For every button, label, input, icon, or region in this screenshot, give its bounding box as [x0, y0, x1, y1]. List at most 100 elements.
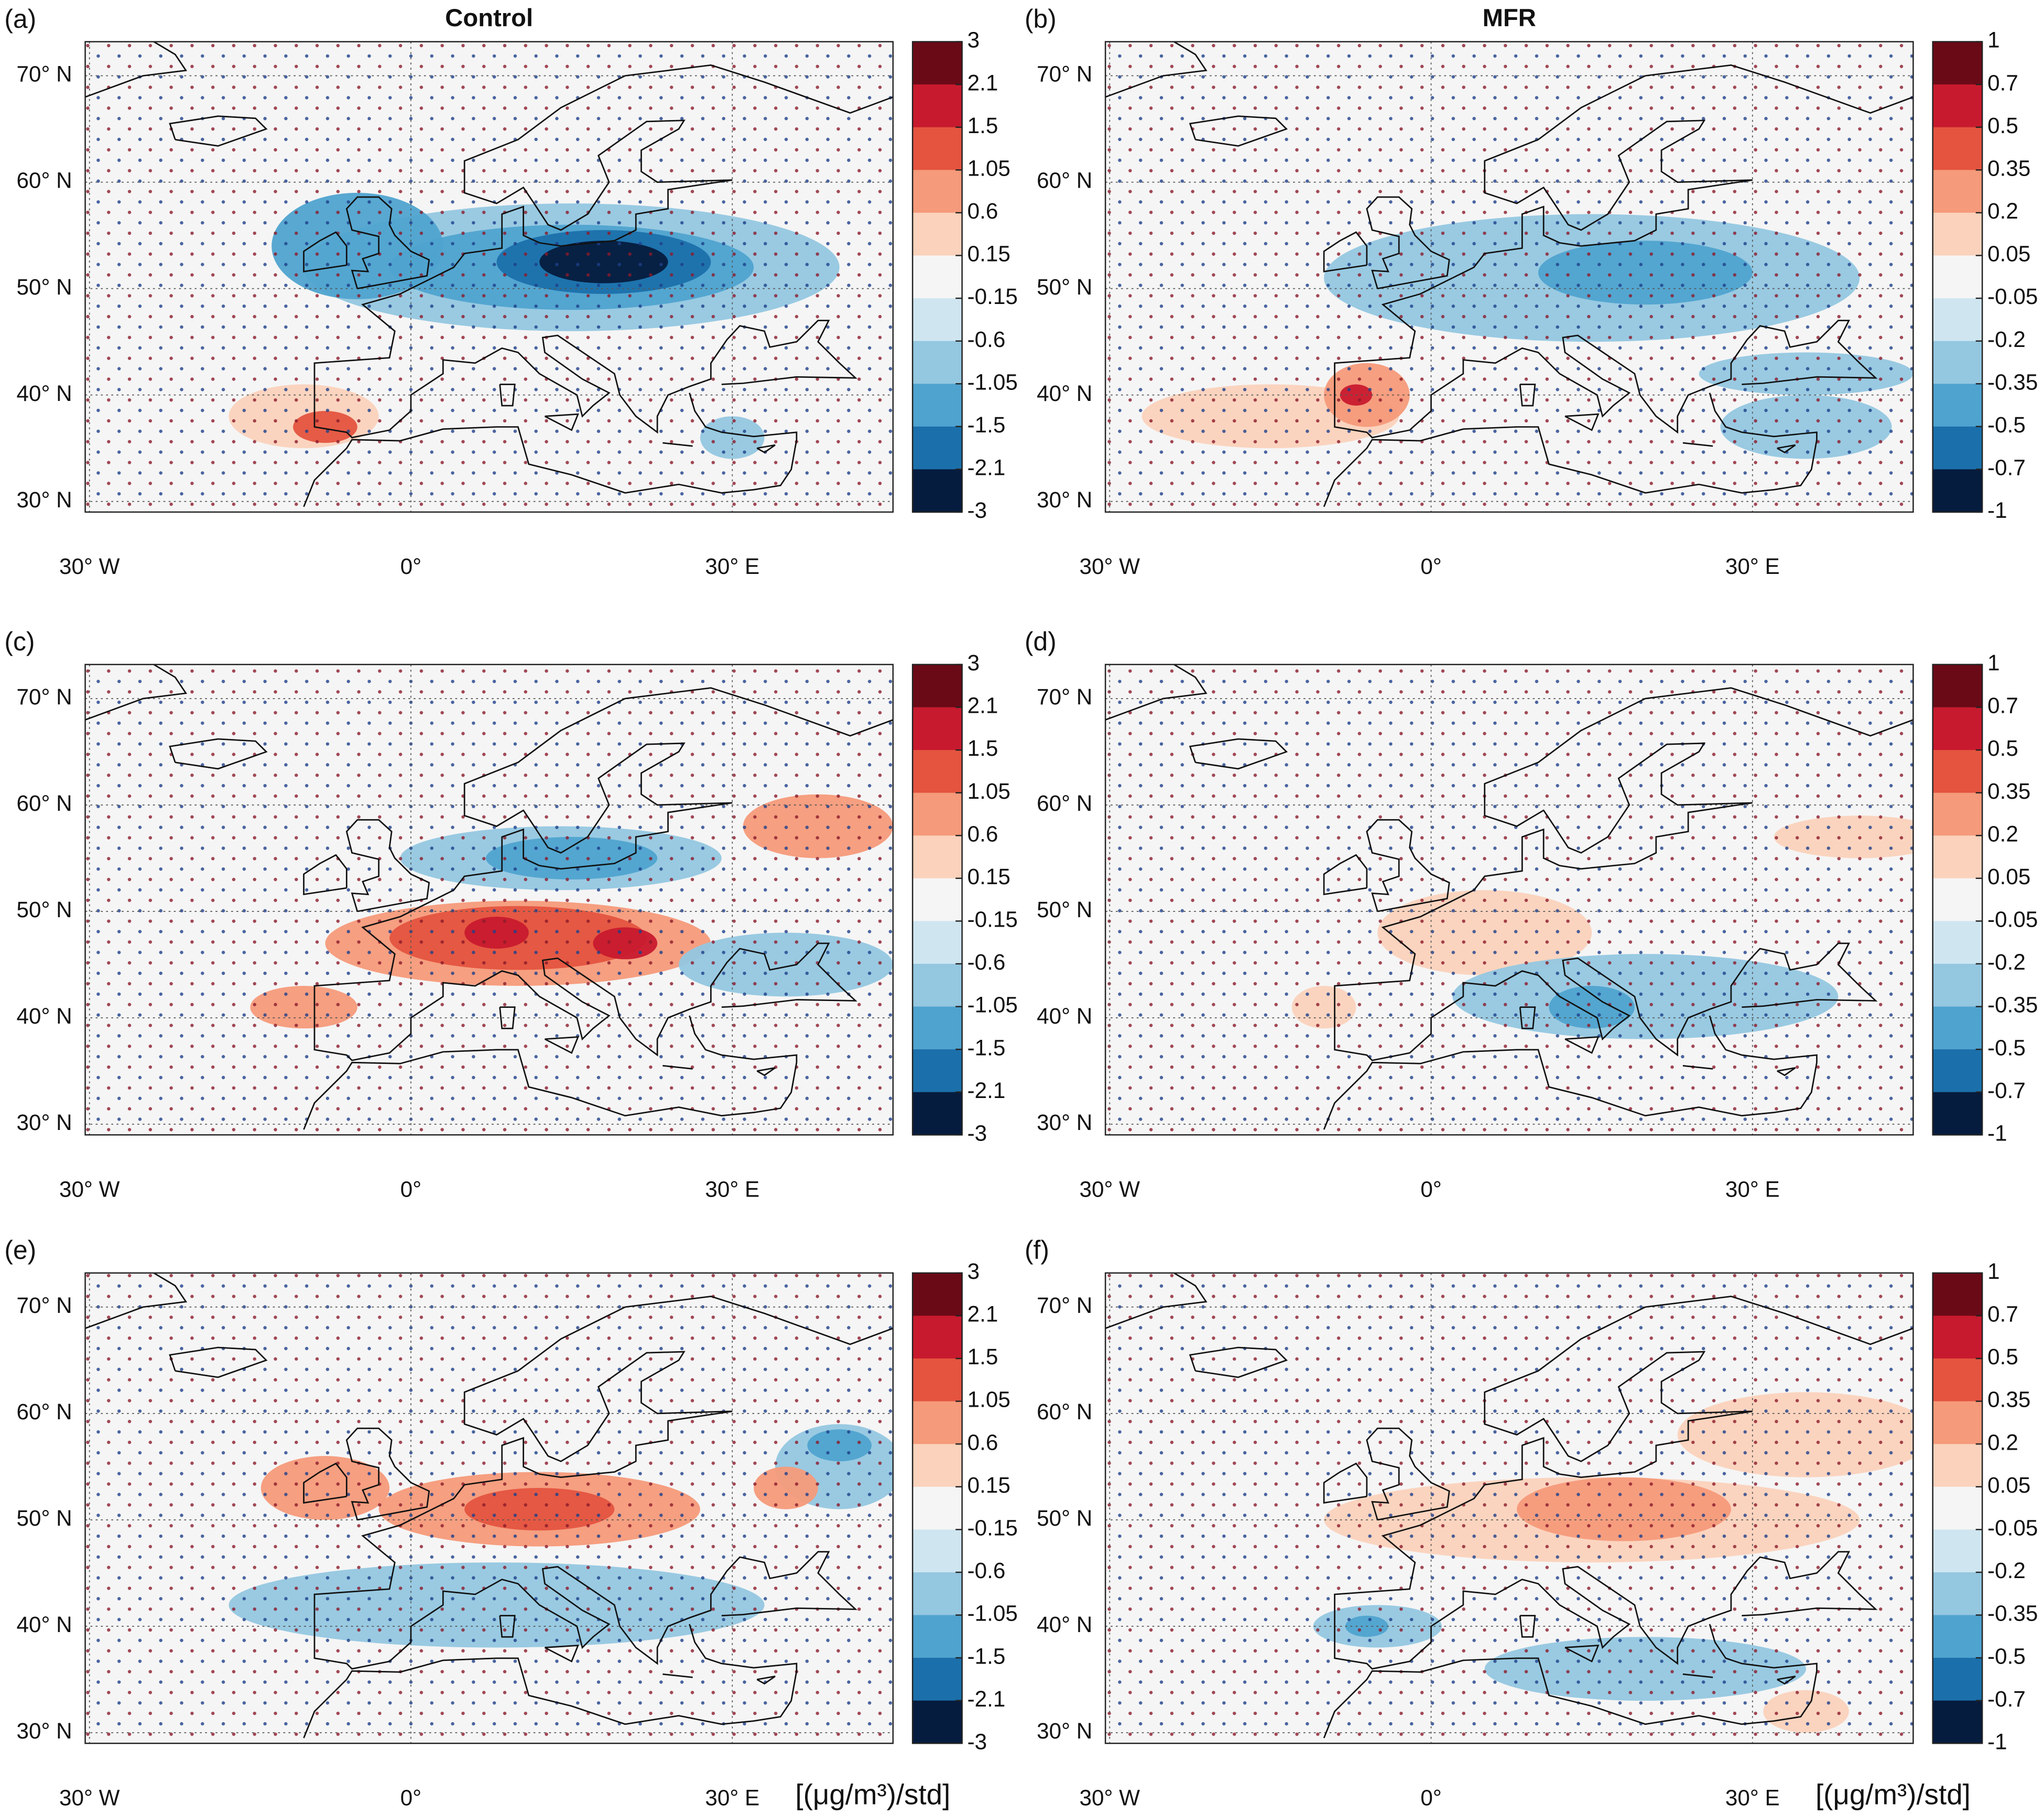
colorbar-tick-label: -0.6 [967, 327, 1006, 352]
panel: 30° N 40° N 50° N 60° N 70° N 30° W 0° 30° E (c)… [4, 627, 1017, 1201]
coastline [1682, 442, 1713, 447]
coastline [544, 1036, 579, 1054]
colorbar-band [1932, 384, 1983, 428]
panel-label: (e) [4, 1235, 36, 1265]
coastline [1564, 1036, 1600, 1054]
colorbar-band [912, 1006, 962, 1050]
coastline [169, 115, 268, 147]
colorbar-band [912, 1529, 962, 1573]
colorbar-band [912, 835, 962, 879]
coastline [1682, 1673, 1713, 1678]
map [85, 41, 893, 512]
map [85, 664, 893, 1135]
panel-label: (f) [1025, 1235, 1049, 1265]
lat-tick-label: 50° N [17, 897, 72, 922]
coastline [1564, 413, 1600, 431]
coastline [1323, 854, 1368, 896]
map-frame [84, 664, 894, 1136]
colorbar-band [912, 1615, 962, 1659]
colorbar-band [912, 1092, 962, 1136]
coastline [1777, 1067, 1796, 1077]
coastline [345, 1427, 430, 1521]
colorbar-tick-label: 2.1 [967, 693, 998, 718]
colorbar-band [912, 469, 962, 513]
colorbar-tick-label: -1.5 [967, 412, 1006, 437]
lat-tick-label: 60° N [17, 1399, 72, 1424]
colorbar-tick-label: -0.5 [1987, 412, 2026, 437]
colorbar-band [1932, 1092, 1983, 1136]
coastline [544, 1644, 579, 1662]
coastline [1366, 1427, 1450, 1521]
coastline [1189, 1346, 1288, 1378]
map-frame [1104, 41, 1914, 513]
coastline [1334, 64, 1913, 439]
colorbar-tick-label: -0.35 [1987, 1601, 2038, 1626]
coastline [662, 442, 693, 447]
colorbar-band [1932, 170, 1983, 214]
lat-tick-label: 40° N [1037, 1612, 1092, 1637]
colorbar-tick-label: -2.1 [967, 455, 1006, 480]
colorbar-tick-label: -1 [1987, 498, 2007, 523]
colorbar-tick-label: 0.35 [1987, 779, 2030, 803]
coastline [1323, 393, 1818, 507]
colorbar-band [1932, 341, 1983, 385]
colorbar-tick-label: -1.05 [967, 993, 1018, 1017]
colorbar-tick-label: -0.05 [1987, 1515, 2038, 1540]
colorbar-band [1932, 298, 1983, 342]
colorbar-tick-label: 0.5 [1987, 736, 2018, 760]
colorbar-tick-label: -1.05 [967, 369, 1018, 394]
colorbar-tick-label: -0.15 [967, 1515, 1018, 1540]
colorbar-tick-label: 0.6 [967, 1430, 998, 1454]
coastline [313, 687, 893, 1061]
coastline [1777, 444, 1796, 453]
coastline [1564, 1644, 1600, 1662]
colorbar-band [912, 792, 962, 836]
colorbar-band [912, 1401, 962, 1445]
lat-tick-label: 70° N [17, 1293, 72, 1318]
colorbar-tick-label: 0.05 [1987, 1473, 2030, 1497]
colorbar-band [912, 878, 962, 922]
colorbar-band [912, 426, 962, 470]
colorbar-band [912, 384, 962, 428]
map-frame [1104, 1272, 1914, 1744]
colorbar-frame [1932, 664, 1983, 1136]
coastline [662, 1064, 693, 1070]
lat-tick-label: 40° N [1037, 1004, 1092, 1028]
coastline [85, 664, 188, 721]
lat-tick-label: 30° N [17, 1110, 72, 1135]
colorbar-band [912, 127, 962, 171]
colorbar-band [1932, 84, 1983, 128]
lon-tick-label: 30° E [705, 554, 759, 579]
colorbar-band [1932, 1358, 1983, 1402]
colorbar-tick-label: 0.6 [967, 821, 998, 846]
lon-tick-label: 30° W [59, 1177, 120, 1201]
colorbar-band [1932, 664, 1983, 708]
coastline [499, 1006, 516, 1029]
colorbar-tick-label: -0.6 [967, 1558, 1006, 1583]
coastline [1334, 687, 1913, 1061]
colorbar-tick-label: 0.7 [1987, 693, 2018, 718]
coastline [303, 231, 347, 273]
panel: 30° N 40° N 50° N 60° N 70° N 30° W 0° 30° E (d)… [1025, 627, 2038, 1201]
colorbar-tick-label: -0.35 [1987, 993, 2038, 1017]
colorbar-band [1932, 212, 1983, 256]
lat-tick-label: 50° N [1037, 275, 1092, 299]
coastline [1519, 1006, 1536, 1029]
colorbar-tick-label: 0.35 [1987, 1387, 2030, 1412]
colorbar-band [912, 255, 962, 299]
coastline [1777, 1676, 1796, 1685]
colorbar-tick-label: 0.05 [1987, 242, 2030, 266]
lon-tick-label: 0° [1420, 1177, 1441, 1201]
map-frame [1104, 664, 1914, 1136]
colorbar-tick-label: 0.15 [967, 864, 1010, 889]
lat-tick-label: 60° N [1037, 791, 1092, 816]
colorbar-tick-label: 1.05 [967, 156, 1010, 180]
lat-tick-label: 40° N [1037, 381, 1092, 406]
colorbar-band [912, 1572, 962, 1616]
colorbar-band [912, 1273, 962, 1317]
colorbar-tick-label: -3 [967, 498, 987, 523]
coastline [345, 819, 430, 912]
colorbar-band [912, 170, 962, 214]
significance-stipple [85, 1273, 893, 1744]
coastline [662, 1673, 693, 1678]
